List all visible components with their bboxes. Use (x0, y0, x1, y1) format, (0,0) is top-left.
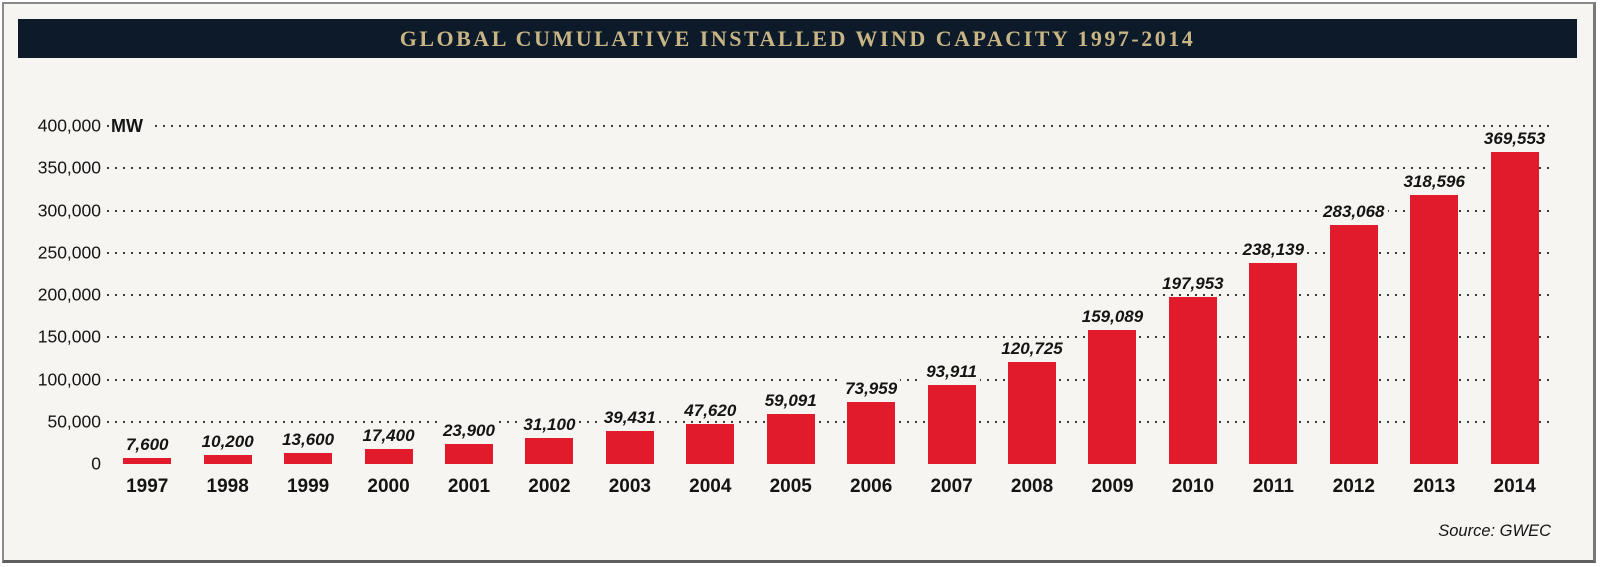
bar (1490, 151, 1539, 464)
chart-title-bar: GLOBAL CUMULATIVE INSTALLED WIND CAPACIT… (18, 19, 1577, 58)
bar-slot-2003: 39,431 2003 (590, 126, 670, 496)
bar-value-label: 59,091 (761, 391, 820, 411)
x-tick-label: 2013 (1413, 476, 1456, 497)
bar-value-label: 197,953 (1159, 273, 1227, 293)
gridline (107, 294, 1555, 296)
y-tick-label: 350,000 (37, 157, 101, 178)
bar-slot-2010: 197,953 2010 (1153, 126, 1233, 496)
bar-value-label: 369,553 (1480, 128, 1549, 148)
gridline (107, 209, 1555, 212)
bar (284, 452, 333, 464)
x-tick-label: 1997 (126, 476, 169, 497)
y-tick-label: 200,000 (37, 284, 101, 305)
x-tick-label: 2009 (1091, 476, 1134, 497)
bar-slot-2009: 159,089 2009 (1072, 126, 1152, 496)
bar-value-label: 10,200 (198, 432, 257, 452)
bar (766, 414, 815, 464)
y-tick-label: 150,000 (37, 326, 101, 347)
gridline (107, 336, 1555, 339)
bar-slot-1997: 7,600 1997 (107, 126, 187, 496)
plot-area: MW 7,600 1997 10,200 1998 13,600 1999 17,400 20… (107, 116, 1555, 496)
bar-value-label: 31,100 (520, 414, 579, 434)
bar (927, 384, 976, 464)
bar (444, 443, 493, 464)
bar-slot-2013: 318,596 2013 (1394, 126, 1474, 496)
bar-slot-2012: 283,068 2012 (1314, 126, 1394, 496)
x-tick-label: 2001 (447, 476, 491, 497)
bar (525, 437, 574, 464)
bar-value-label: 17,400 (359, 426, 418, 446)
chart-title: GLOBAL CUMULATIVE INSTALLED WIND CAPACIT… (399, 25, 1196, 51)
bar-slot-2008: 120,725 2008 (992, 126, 1072, 496)
y-tick-label: 100,000 (37, 368, 101, 389)
bar (1008, 362, 1057, 464)
bar-value-label: 39,431 (600, 407, 659, 427)
source-caption: Source: GWEC (1438, 522, 1551, 540)
x-tick-label: 1999 (286, 476, 330, 497)
x-tick-label: 2007 (930, 476, 973, 497)
y-tick-label: 0 (91, 453, 101, 474)
x-tick-label: 2012 (1332, 476, 1375, 497)
bar-value-label: 318,596 (1400, 171, 1468, 191)
x-tick-label: 2014 (1493, 476, 1536, 497)
x-tick-label: 2000 (367, 476, 410, 497)
bar (1410, 194, 1459, 464)
bar (203, 455, 252, 464)
bar-value-label: 283,068 (1320, 201, 1388, 221)
gridline (107, 251, 1555, 254)
y-tick-label: 400,000 (37, 115, 101, 136)
bar-value-label: 73,959 (842, 378, 901, 398)
bar-value-label: 47,620 (681, 400, 740, 420)
bar (1249, 262, 1298, 464)
bar (686, 423, 735, 464)
x-tick-label: 1998 (206, 476, 249, 497)
bar (1329, 224, 1378, 464)
y-axis: 400,000 350,000 300,000 250,000 200,000 150,0… (22, 117, 107, 472)
bar-slot-2002: 31,100 2002 (509, 126, 589, 496)
x-tick-label: 2006 (850, 476, 893, 497)
bar-value-label: 93,911 (923, 361, 980, 381)
bar (364, 449, 413, 464)
bar-slot-2001: 23,900 2001 (429, 126, 509, 496)
bar-slot-2005: 59,091 2005 (751, 126, 831, 496)
x-tick-label: 2008 (1010, 476, 1054, 497)
y-tick-label: 250,000 (37, 242, 101, 262)
bar-slot-2014: 369,553 2014 (1474, 126, 1554, 496)
x-tick-label: 2002 (528, 476, 571, 497)
bar-value-label: 120,725 (998, 339, 1066, 358)
gridline (107, 167, 1555, 170)
bars-row: 7,600 1997 10,200 1998 13,600 1999 17,400 2000 2… (107, 126, 1555, 496)
x-tick-label: 2010 (1171, 476, 1215, 497)
bar-value-label: 23,900 (439, 420, 498, 440)
bar-value-label: 159,089 (1078, 306, 1147, 326)
bar-slot-1998: 10,200 1998 (187, 126, 267, 496)
gridline (107, 378, 1555, 381)
y-tick-label: 300,000 (37, 199, 101, 220)
bar-value-label: 7,600 (122, 434, 172, 454)
bar-slot-2000: 17,400 2000 (348, 126, 428, 496)
x-tick-label: 2011 (1252, 476, 1294, 497)
y-axis-unit-label: MW (109, 116, 150, 136)
y-tick-label: 50,000 (47, 411, 101, 431)
bar (123, 457, 172, 464)
bar (847, 401, 896, 464)
gridline (107, 420, 1555, 423)
bar-slot-2007: 93,911 2007 (911, 126, 991, 496)
gridline (107, 125, 1555, 127)
x-tick-label: 2004 (689, 476, 732, 497)
bar (1088, 329, 1137, 464)
bar-slot-2006: 73,959 2006 (831, 126, 911, 496)
bar-slot-2011: 238,139 2011 (1233, 126, 1313, 496)
bar (605, 430, 654, 464)
chart-area: 400,000 350,000 300,000 250,000 200,000 150,0… (22, 116, 1555, 496)
bar-value-label: 238,139 (1239, 239, 1308, 259)
x-tick-label: 2003 (608, 476, 651, 497)
bar-value-label: 13,600 (279, 429, 338, 449)
bar-slot-2004: 47,620 2004 (670, 126, 750, 496)
bar (1168, 296, 1217, 464)
bar-slot-1999: 13,600 1999 (268, 126, 348, 496)
x-tick-label: 2005 (769, 476, 812, 497)
